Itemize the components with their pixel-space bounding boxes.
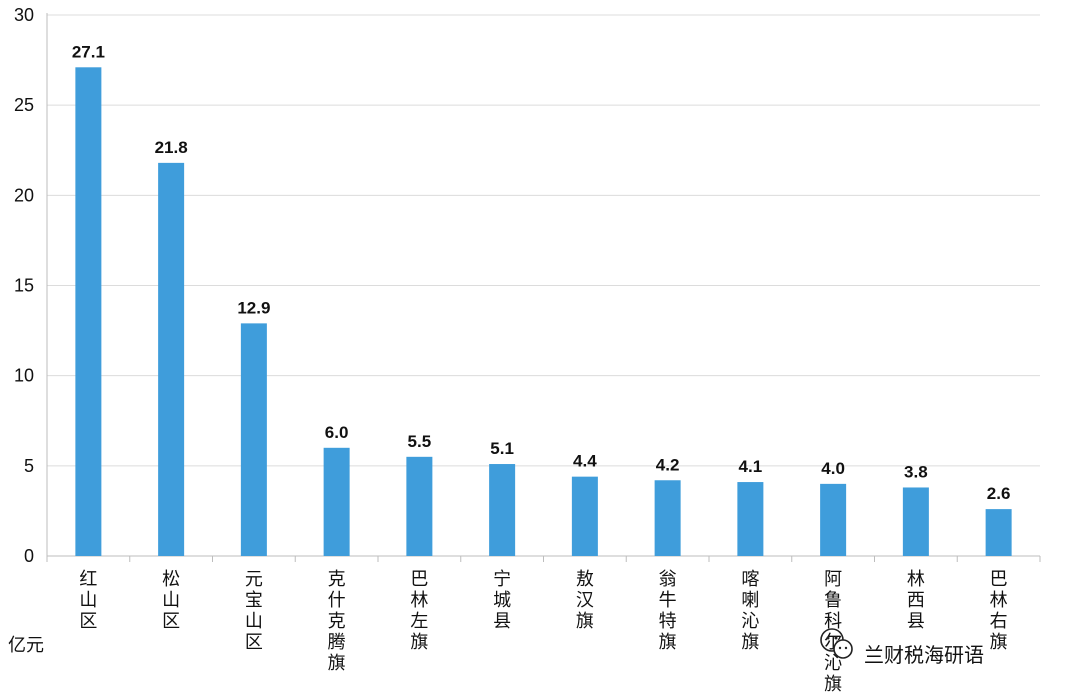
x-category-label: 元宝山区 bbox=[245, 569, 263, 653]
y-tick-label: 5 bbox=[24, 456, 34, 476]
data-label: 5.1 bbox=[490, 439, 514, 458]
bar bbox=[323, 447, 350, 556]
y-tick-label: 10 bbox=[14, 366, 34, 386]
bar bbox=[571, 476, 598, 556]
y-tick-label: 20 bbox=[14, 185, 34, 205]
data-label: 3.8 bbox=[904, 462, 928, 481]
y-tick-labels: 0 5 10 15 20 25 30 bbox=[14, 5, 34, 566]
x-category-label: 宁城县 bbox=[493, 569, 511, 632]
x-category-label: 翁牛特旗 bbox=[659, 569, 677, 653]
data-labels: 27.1 21.8 12.9 6.0 5.5 5.1 4.4 4.2 4.1 4.0 3.8 2.6 bbox=[72, 42, 1011, 503]
watermark: 兰财税海研语 bbox=[820, 628, 984, 667]
y-tick-label: 0 bbox=[24, 546, 34, 566]
y-tick-label: 30 bbox=[14, 5, 34, 25]
x-category-label: 松山区 bbox=[162, 569, 180, 632]
x-category-label: 红山区 bbox=[79, 569, 97, 632]
data-label: 5.5 bbox=[408, 432, 432, 451]
watermark-text: 兰财税海研语 bbox=[864, 643, 984, 667]
data-label: 21.8 bbox=[155, 138, 188, 157]
x-category-label: 阿鲁科尔沁旗 bbox=[824, 569, 842, 695]
x-category-label: 林西县 bbox=[907, 569, 925, 632]
data-label: 2.6 bbox=[987, 484, 1011, 503]
bar bbox=[75, 67, 102, 557]
data-label: 4.1 bbox=[739, 457, 763, 476]
bar bbox=[985, 509, 1012, 556]
bar bbox=[902, 487, 929, 556]
wechat-icon bbox=[820, 628, 853, 659]
x-category-label: 巴林左旗 bbox=[410, 569, 428, 653]
bar bbox=[737, 482, 764, 556]
grid-lines bbox=[47, 14, 1040, 467]
data-label: 4.2 bbox=[656, 455, 680, 474]
data-label: 6.0 bbox=[325, 423, 349, 442]
y-axis-unit-label: 亿元 bbox=[8, 635, 44, 656]
x-category-label: 克什克腾旗 bbox=[328, 569, 346, 674]
bar bbox=[240, 323, 267, 556]
x-category-label: 敖汉旗 bbox=[576, 569, 594, 632]
bar bbox=[489, 464, 516, 556]
y-tick-label: 15 bbox=[14, 276, 34, 296]
bars bbox=[75, 67, 1012, 557]
bar bbox=[158, 162, 185, 556]
bar bbox=[820, 483, 847, 556]
y-tick-label: 25 bbox=[14, 95, 34, 115]
data-label: 12.9 bbox=[237, 298, 270, 317]
bar bbox=[406, 456, 433, 556]
data-label: 4.4 bbox=[573, 452, 597, 471]
bar bbox=[654, 480, 681, 556]
data-label: 27.1 bbox=[72, 42, 105, 61]
axes bbox=[46, 13, 1041, 562]
x-category-label: 巴林右旗 bbox=[990, 569, 1008, 653]
data-label: 4.0 bbox=[821, 459, 845, 478]
x-category-label: 喀喇沁旗 bbox=[741, 569, 759, 653]
x-category-labels: 红山区 松山区 元宝山区 克什克腾旗 巴林左旗 宁城县 敖汉旗 翁牛特旗 喀喇沁旗 阿鲁科尔沁旗 林… bbox=[79, 569, 1007, 695]
